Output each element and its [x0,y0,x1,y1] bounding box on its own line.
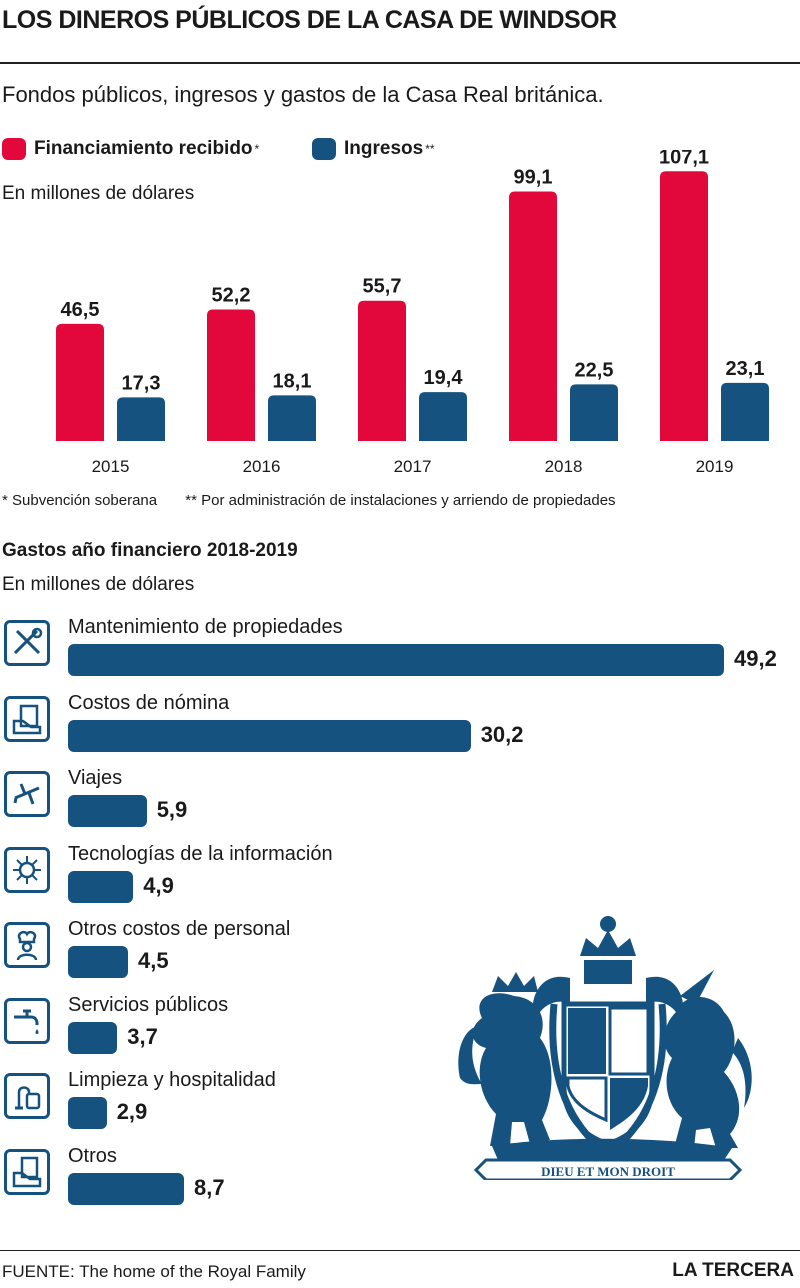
x-tick-2018: 2018 [545,457,583,476]
bar-financiamiento-2019 [660,171,708,441]
expense-bar [68,1097,107,1129]
footnotes: * Subvención soberana ** Por administrac… [2,492,640,509]
legend-financiamiento: Financiamiento recibido * [2,136,259,162]
bar-ingresos-2017 [419,392,467,441]
x-tick-2019: 2019 [696,457,734,476]
x-tick-2017: 2017 [394,457,432,476]
expense-label: Otros [68,1144,117,1167]
airplane-icon [4,771,50,817]
expense-bar [68,719,471,752]
legend-ingresos: Ingresos ** [312,136,435,162]
expenses-title: Gastos año financiero 2018-2019 [2,540,298,561]
expense-label: Servicios públicos [68,993,229,1016]
legend-swatch-red [2,138,26,160]
expense-row: Limpieza y hospitalidad 2,9 [0,1069,800,1141]
chef-icon [4,922,50,968]
faucet-icon [4,997,50,1044]
value-label-financiamiento-2018: 99,1 [514,166,553,188]
expense-label: Limpieza y hospitalidad [68,1069,276,1091]
expense-value: 30,2 [480,721,524,747]
expense-label: Costos de nómina [68,691,230,714]
expense-label: Viajes [68,767,123,789]
value-label-ingresos-2019: 23,1 [726,358,765,380]
bar-ingresos-2018 [570,384,618,441]
expense-row: Mantenimiento de propiedades 49,2 [0,616,800,688]
expense-bar [68,795,147,827]
payroll-icon [4,695,50,742]
value-label-financiamiento-2019: 107,1 [659,150,709,168]
value-label-ingresos-2017: 19,4 [424,367,464,389]
expense-value: 4,5 [138,948,169,973]
page-title: LOS DINEROS PÚBLICOS DE LA CASA DE WINDS… [2,6,617,34]
bar-financiamiento-2015 [56,323,104,441]
x-tick-2016: 2016 [243,457,281,476]
expense-row: Tecnologías de la información 4,9 [0,843,800,915]
value-label-ingresos-2016: 18,1 [273,370,312,392]
expense-row: Viajes 5,9 [0,767,800,839]
legend-label: Ingresos [344,138,424,159]
expense-row: Servicios públicos 3,7 [0,994,800,1066]
footnote-1: * Subvención soberana [2,492,158,509]
bar-financiamiento-2017 [358,300,406,441]
royal-coat-of-arms: DIEU ET MON DROIT [458,916,752,1180]
crest-motto: DIEU ET MON DROIT [541,1164,675,1179]
expense-bar [68,1021,118,1054]
expenses-unit: En millones de dólares [2,574,195,595]
brand-logo: LA TERCERA [672,1260,794,1281]
network-globe-icon [4,846,50,893]
footnote-2: ** Por administración de instalaciones y… [185,492,616,509]
expense-value: 5,9 [156,797,188,822]
legend-swatch-blue [312,138,336,160]
x-tick-2015: 2015 [92,457,130,476]
expense-value: 4,9 [143,872,174,898]
legend-marker: * [254,142,260,156]
expense-value: 3,7 [127,1023,158,1049]
bar-ingresos-2015 [117,397,165,441]
expense-row: Costos de nómina 30,2 [0,692,800,764]
title-rule [0,62,800,64]
expense-value: 2,9 [116,1099,148,1124]
chart1-unit: En millones de dólares [2,183,195,204]
source-note: FUENTE: The home of the Royal Family [2,1262,306,1281]
legend-label: Financiamiento recibido [34,138,253,159]
expense-bar [68,870,134,903]
expense-label: Otros costos de personal [68,918,291,940]
expense-value: 49,2 [734,646,777,671]
annual-funding-chart: 46,5 17,3 2015 52,2 18,1 2016 55,7 19,4 2017 99,1… [56,150,769,476]
value-label-financiamiento-2017: 55,7 [363,276,402,298]
bar-financiamiento-2016 [207,309,255,441]
expense-bar [68,946,128,978]
expense-label: Mantenimiento de propiedades [68,616,343,638]
value-label-financiamiento-2015: 46,5 [61,299,100,321]
tools-icon [4,620,50,666]
bar-ingresos-2016 [268,395,316,441]
expense-value: 8,7 [194,1174,225,1200]
value-label-ingresos-2015: 17,3 [122,372,161,394]
money-hand-icon [4,1148,50,1195]
value-label-ingresos-2018: 22,5 [575,359,614,381]
expense-bar [68,644,724,676]
expense-row: Otros 8,7 [0,1145,800,1217]
motto-scroll [473,1158,743,1180]
legend-marker: ** [425,142,435,156]
subtitle: Fondos públicos, ingresos y gastos de la… [2,82,604,107]
cleaning-icon [4,1073,50,1119]
bar-ingresos-2019 [721,382,769,441]
expense-bar [68,1172,184,1205]
expense-label: Tecnologías de la información [68,842,333,865]
footer-rule [0,1250,800,1251]
expense-row: Otros costos de personal 4,5 [0,918,800,990]
value-label-financiamiento-2016: 52,2 [212,285,251,307]
bar-financiamiento-2018 [509,191,557,441]
